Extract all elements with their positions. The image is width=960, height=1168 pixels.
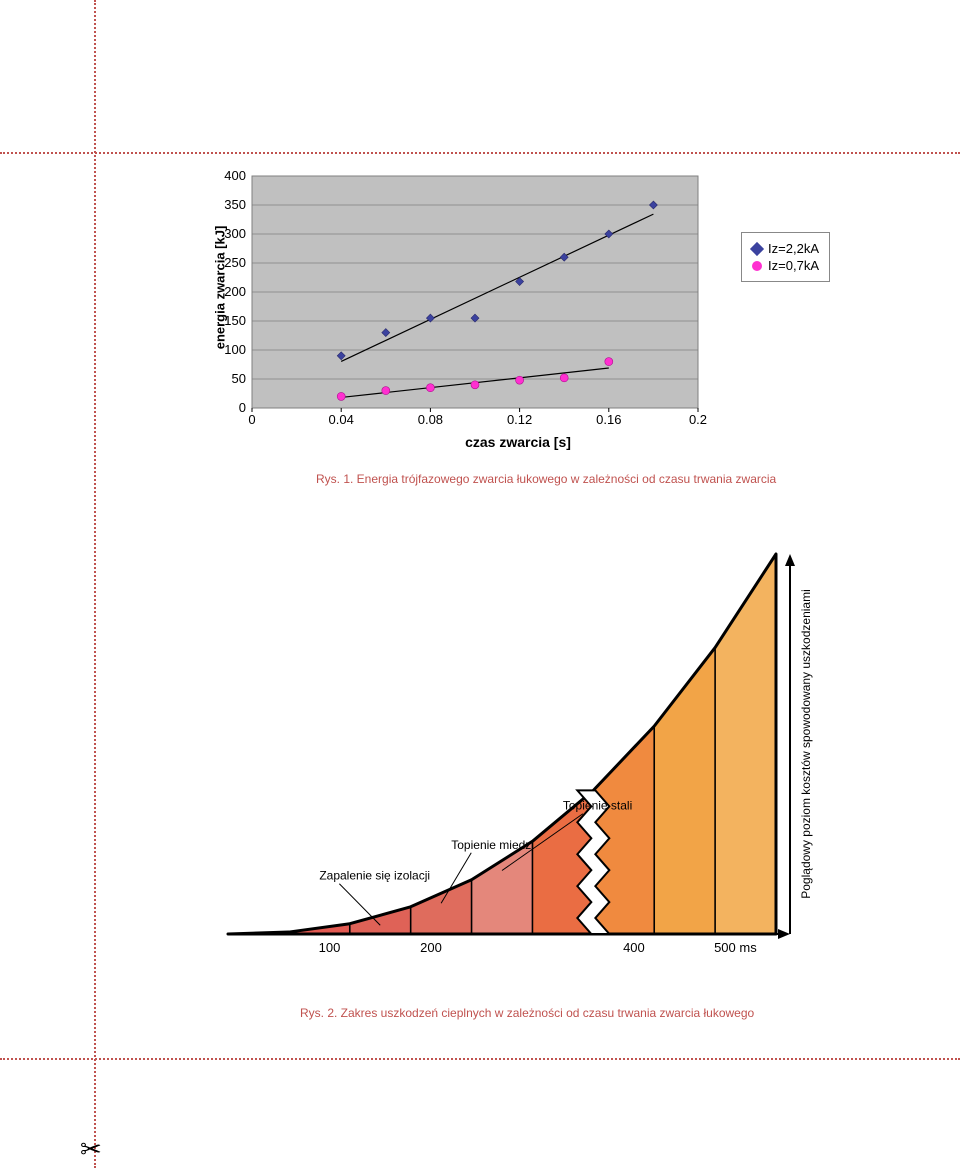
svg-text:400: 400 bbox=[224, 170, 246, 183]
svg-text:0.2: 0.2 bbox=[689, 412, 707, 427]
figure-caption: Rys. 1. Energia trójfazowego zwarcia łuk… bbox=[316, 472, 776, 486]
dotted-horizontal-rule-bottom bbox=[0, 1058, 960, 1060]
svg-text:0: 0 bbox=[239, 400, 246, 415]
svg-text:0.08: 0.08 bbox=[418, 412, 443, 427]
svg-text:Zapalenie się izolacji: Zapalenie się izolacji bbox=[319, 869, 430, 883]
svg-text:100: 100 bbox=[224, 342, 246, 357]
legend-item: Iz=0,7kA bbox=[752, 258, 819, 273]
svg-text:200: 200 bbox=[224, 284, 246, 299]
svg-text:400: 400 bbox=[623, 940, 645, 955]
legend-label: Iz=2,2kA bbox=[768, 241, 819, 256]
svg-text:100: 100 bbox=[319, 940, 341, 955]
chart1-svg: 0 0.04 0.08 0.12 0.16 0.2 0 50 100 150 200 250 300 35… bbox=[208, 170, 708, 430]
svg-text:Topienie stali: Topienie stali bbox=[563, 799, 632, 813]
figure-caption: Rys. 2. Zakres uszkodzeń cieplnych w zal… bbox=[300, 1006, 754, 1020]
svg-text:0.12: 0.12 bbox=[507, 412, 532, 427]
svg-text:0.04: 0.04 bbox=[329, 412, 354, 427]
dotted-vertical-rule bbox=[94, 0, 96, 1168]
svg-text:Poglądowy poziom kosztów spowo: Poglądowy poziom kosztów spowodowany usz… bbox=[799, 589, 813, 899]
svg-text:500 ms: 500 ms bbox=[714, 940, 757, 955]
dotted-horizontal-rule-top bbox=[0, 152, 960, 154]
x-axis-label: czas zwarcia [s] bbox=[208, 434, 828, 450]
damage-infographic: 100 200 400 500 ms Zapalenie się izolacji Top… bbox=[218, 544, 818, 964]
svg-text:50: 50 bbox=[232, 371, 246, 386]
svg-text:250: 250 bbox=[224, 255, 246, 270]
scatter-chart: energia zwarcia [kJ] 0 0.04 0.08 0.12 0.16 0.… bbox=[208, 170, 828, 460]
legend-label: Iz=0,7kA bbox=[768, 258, 819, 273]
svg-text:Topienie miedzi: Topienie miedzi bbox=[451, 838, 534, 852]
svg-text:0: 0 bbox=[248, 412, 255, 427]
scissors-icon: ✂ bbox=[80, 1134, 102, 1165]
chart-legend: Iz=2,2kA Iz=0,7kA bbox=[741, 232, 830, 282]
svg-text:0.16: 0.16 bbox=[596, 412, 621, 427]
svg-text:200: 200 bbox=[420, 940, 442, 955]
legend-item: Iz=2,2kA bbox=[752, 241, 819, 256]
chart2-svg: 100 200 400 500 ms Zapalenie się izolacji Top… bbox=[218, 544, 818, 964]
svg-text:150: 150 bbox=[224, 313, 246, 328]
y-axis-label: energia zwarcia [kJ] bbox=[212, 226, 227, 350]
diamond-icon bbox=[750, 241, 764, 255]
circle-icon bbox=[752, 261, 762, 271]
svg-text:350: 350 bbox=[224, 197, 246, 212]
svg-text:300: 300 bbox=[224, 226, 246, 241]
